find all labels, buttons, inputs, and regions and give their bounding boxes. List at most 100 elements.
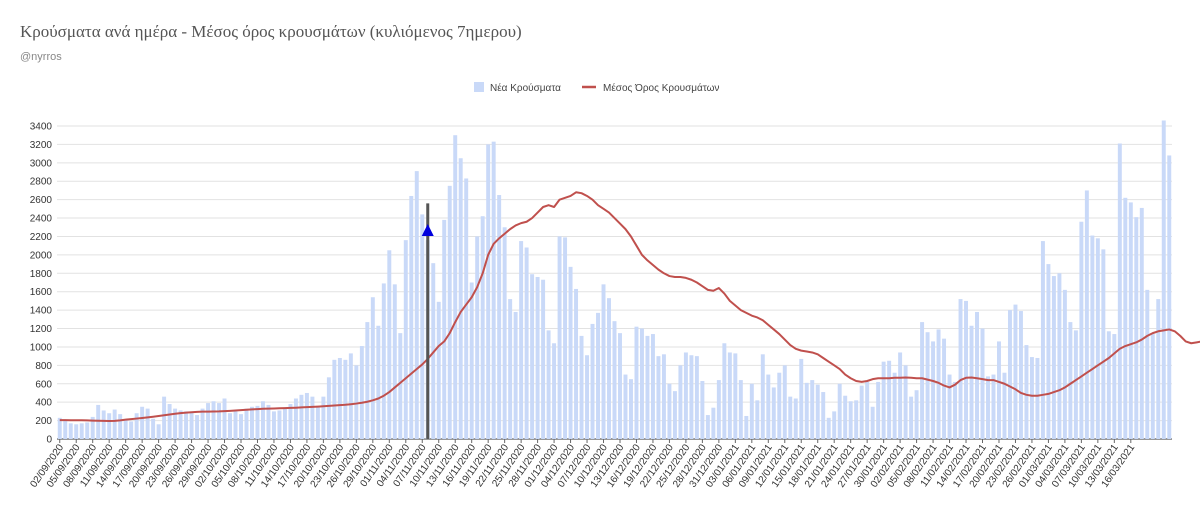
bar — [832, 411, 837, 439]
bar — [799, 358, 804, 439]
bar — [57, 417, 62, 439]
bar — [1161, 120, 1166, 439]
bar — [848, 401, 853, 439]
bar — [299, 394, 304, 439]
bar — [502, 227, 507, 439]
bar — [942, 338, 947, 439]
bar — [788, 396, 793, 439]
bar — [1035, 357, 1040, 439]
bar — [173, 408, 178, 439]
bar — [733, 353, 738, 439]
bar — [700, 381, 705, 439]
bar — [1084, 190, 1089, 439]
bar — [409, 195, 414, 439]
bar — [585, 355, 590, 439]
legend-bar-label: Νέα Κρούσματα — [490, 82, 561, 94]
bar — [184, 411, 189, 439]
bar — [271, 411, 276, 439]
bar — [607, 298, 611, 439]
bar — [217, 403, 222, 439]
bar — [1150, 334, 1155, 439]
bar — [107, 413, 112, 439]
bar — [964, 300, 969, 439]
bar — [909, 396, 914, 439]
y-tick-label: 2200 — [30, 232, 53, 243]
bar — [189, 412, 194, 439]
bar — [486, 144, 491, 440]
bar — [162, 396, 167, 439]
y-tick-label: 1000 — [30, 342, 53, 353]
bar — [579, 335, 584, 439]
bar — [777, 372, 782, 439]
bar — [826, 417, 831, 439]
bar — [1040, 241, 1045, 439]
bar — [1090, 235, 1095, 439]
bar — [354, 365, 359, 439]
bar — [250, 406, 254, 439]
bar — [101, 410, 106, 439]
bar — [1101, 249, 1106, 439]
bar — [255, 405, 260, 439]
bar — [1079, 221, 1084, 439]
bar — [304, 392, 309, 439]
bar — [618, 333, 622, 439]
bar — [865, 381, 870, 439]
bar — [398, 333, 403, 439]
x-axis-ticks: 02/09/202005/09/202008/09/202011/09/2020… — [28, 439, 1138, 490]
bar — [623, 374, 628, 439]
bar — [694, 356, 699, 439]
bar — [1024, 345, 1029, 439]
bar — [1002, 372, 1007, 439]
bar — [195, 415, 200, 439]
bar — [920, 322, 925, 439]
bar — [497, 195, 502, 439]
bar — [118, 414, 123, 439]
bar — [936, 329, 941, 439]
bar — [738, 380, 743, 439]
bar — [898, 352, 903, 439]
y-tick-label: 1200 — [30, 324, 53, 335]
bar — [530, 274, 535, 439]
bar — [376, 325, 381, 439]
bar — [1117, 143, 1122, 439]
bar — [815, 384, 820, 439]
bar — [266, 404, 271, 439]
bar — [859, 385, 864, 439]
bar — [68, 423, 73, 439]
bar — [513, 311, 518, 439]
legend[interactable]: Νέα Κρούσματα Μέσος Όρος Κρουσμάτων — [474, 82, 719, 94]
bar — [1128, 202, 1133, 439]
bar — [85, 422, 90, 439]
bar — [436, 301, 441, 439]
bar — [568, 266, 573, 439]
bar — [464, 178, 469, 440]
bar — [563, 237, 568, 439]
bar — [1106, 331, 1111, 439]
bar — [475, 236, 480, 439]
bar — [870, 406, 875, 439]
bar — [766, 374, 771, 439]
bar — [343, 359, 348, 439]
bar — [112, 409, 117, 439]
bar — [821, 392, 826, 439]
bar — [716, 380, 721, 439]
bar — [1013, 304, 1018, 439]
bar — [480, 216, 485, 439]
bar — [678, 365, 683, 439]
bar — [519, 241, 524, 439]
bar — [881, 361, 886, 439]
bar — [403, 240, 408, 439]
y-tick-label: 400 — [35, 398, 52, 409]
bar — [491, 141, 496, 439]
bar — [337, 357, 342, 439]
bar — [1007, 310, 1012, 439]
bar — [535, 276, 540, 439]
highlight-marker — [421, 203, 434, 439]
bar — [986, 376, 990, 439]
bar — [420, 214, 425, 439]
bar — [997, 341, 1001, 439]
bar — [1112, 334, 1117, 439]
bar — [1134, 217, 1139, 439]
bar — [228, 413, 232, 439]
bar — [458, 158, 463, 439]
